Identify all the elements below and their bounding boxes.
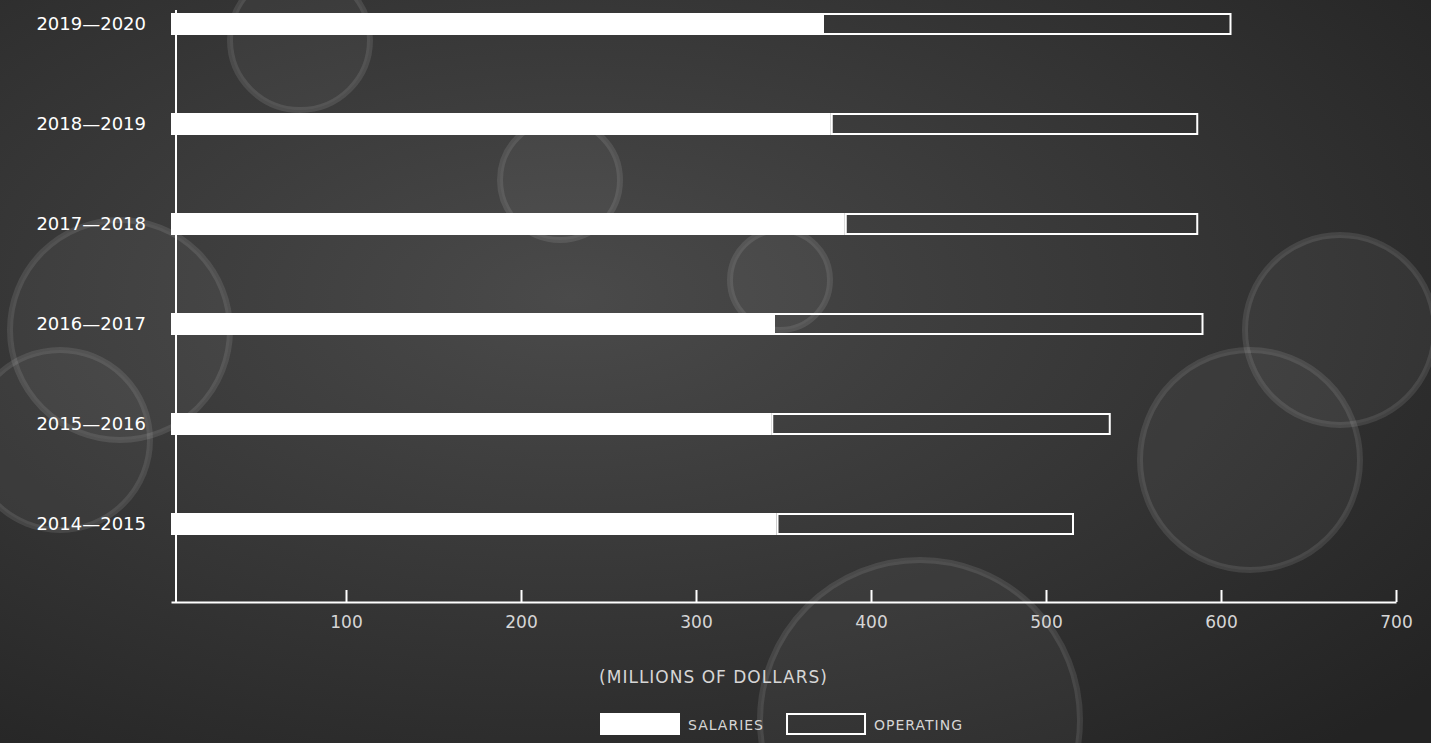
x-tick-label: 500: [1030, 612, 1062, 632]
category-label: 2018—2019: [36, 113, 146, 134]
y-tick: 2017—2018: [36, 213, 146, 234]
x-tick-mark: [1046, 590, 1048, 602]
background: [0, 0, 1431, 743]
x-tick-label: 200: [505, 612, 537, 632]
bar-filled: [171, 513, 777, 535]
decoration: [0, 0, 1431, 743]
x-tick-mark: [346, 590, 348, 602]
x-tick: 300: [680, 590, 712, 632]
bar-filled: [171, 213, 845, 235]
decoration-cell: [0, 350, 150, 530]
bar-filled: [171, 413, 771, 435]
x-tick: 600: [1205, 590, 1237, 632]
series-1: [772, 14, 1230, 534]
x-axis-line: [172, 602, 1397, 604]
y-axis: 2019—2020 2018—2019 2017—2018 2016—2017 2015…: [36, 13, 146, 534]
series-0: [171, 13, 845, 535]
x-tick-mark: [696, 590, 698, 602]
legend-swatch: [787, 714, 865, 734]
x-axis-title: (MILLIONS OF DOLLARS): [599, 667, 828, 687]
x-tick: 200: [505, 590, 537, 632]
legend-label: SALARIES: [688, 717, 764, 733]
category-label: 2017—2018: [36, 213, 146, 234]
legend-swatch: [600, 713, 680, 735]
y-tick: 2014—2015: [36, 513, 146, 534]
y-tick: 2015—2016: [36, 413, 146, 434]
x-tick-mark: [521, 590, 523, 602]
bar-filled: [171, 113, 831, 135]
bar-outlined: [774, 314, 1203, 334]
x-tick-label: 300: [680, 612, 712, 632]
legend-label: OPERATING: [874, 717, 963, 733]
x-axis: 100 200 300 400 500 600 700: [172, 590, 1413, 632]
x-tick-mark: [1221, 590, 1223, 602]
bar-outlined: [778, 514, 1074, 534]
x-tick: 700: [1380, 590, 1412, 632]
bar-outlined: [823, 14, 1231, 34]
y-axis-line: [175, 10, 177, 602]
x-tick-label: 700: [1380, 612, 1412, 632]
x-tick: 100: [330, 590, 362, 632]
legend: SALARIES OPERATING: [600, 713, 963, 735]
x-tick: 500: [1030, 590, 1062, 632]
chart: 2019—2020 2018—2019 2017—2018 2016—2017 2015…: [0, 0, 1431, 743]
category-label: 2019—2020: [36, 13, 146, 34]
y-tick: 2019—2020: [36, 13, 146, 34]
bar-filled: [171, 313, 773, 335]
x-tick-label: 400: [855, 612, 887, 632]
bars: [171, 13, 1231, 535]
category-label: 2015—2016: [36, 413, 146, 434]
y-tick: 2018—2019: [36, 113, 146, 134]
bar-outlined: [772, 414, 1110, 434]
decoration-cell: [1140, 350, 1360, 570]
x-tick: 400: [855, 590, 887, 632]
bar-filled: [171, 13, 822, 35]
y-tick: 2016—2017: [36, 313, 146, 334]
decoration-cell: [760, 560, 1080, 743]
bar-outlined: [846, 214, 1198, 234]
bar-outlined: [832, 114, 1198, 134]
x-tick-label: 600: [1205, 612, 1237, 632]
category-label: 2014—2015: [36, 513, 146, 534]
category-label: 2016—2017: [36, 313, 146, 334]
x-tick-label: 100: [330, 612, 362, 632]
x-tick-mark: [1396, 590, 1398, 602]
x-tick-mark: [871, 590, 873, 602]
